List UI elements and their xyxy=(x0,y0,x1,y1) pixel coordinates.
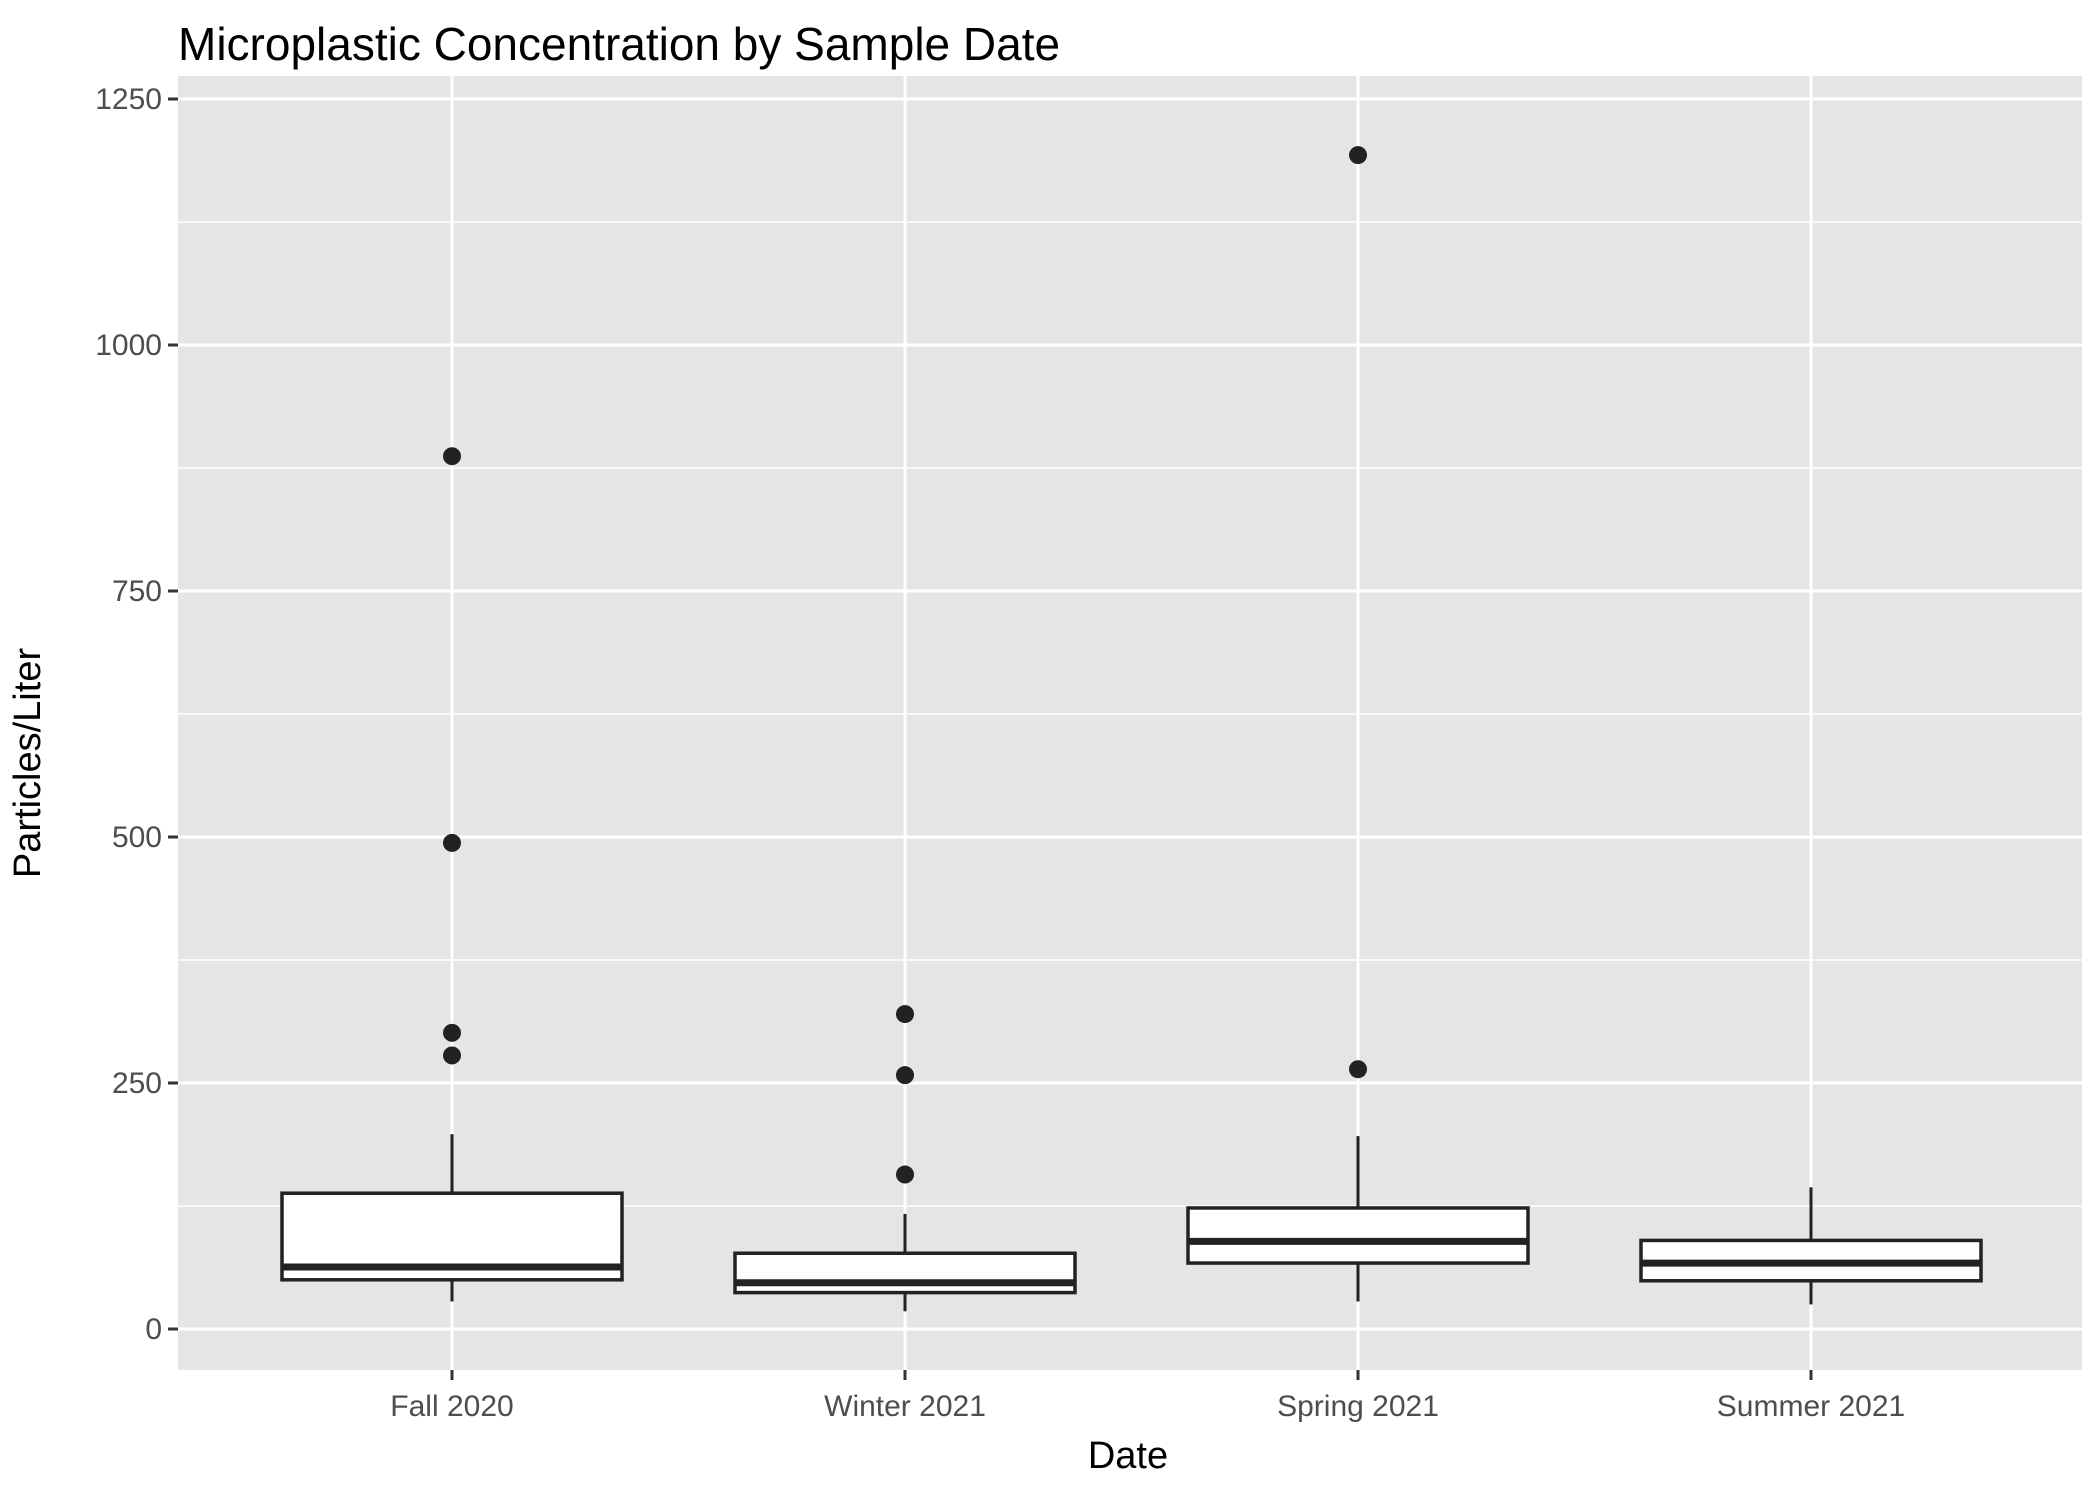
outlier-point xyxy=(1349,1060,1367,1079)
outlier-point xyxy=(443,833,461,852)
plot-panel xyxy=(178,76,2082,1370)
iqr-box xyxy=(733,1251,1077,1295)
minor-gridlines xyxy=(178,221,2082,1207)
x-tick-label: Winter 2021 xyxy=(824,1390,986,1423)
y-tick-label: 1250 xyxy=(95,83,162,116)
y-tick-label: 0 xyxy=(145,1313,162,1346)
x-axis: Fall 2020 Winter 2021 Spring 2021 Summer 20… xyxy=(390,1370,1905,1423)
box-fall-2020 xyxy=(280,447,624,1302)
x-tick-label: Summer 2021 xyxy=(1717,1390,1905,1423)
y-axis-title: Particles/Liter xyxy=(7,648,49,879)
x-tick-label: Fall 2020 xyxy=(390,1390,513,1423)
box-winter-2021 xyxy=(733,1005,1077,1312)
box-spring-2021 xyxy=(1186,146,1530,1302)
outlier-point xyxy=(1349,146,1367,165)
y-tick-label: 500 xyxy=(112,821,162,854)
outlier-point xyxy=(896,1005,914,1024)
x-axis-title: Date xyxy=(1088,1435,1168,1477)
y-axis: 0 250 500 750 1000 1250 xyxy=(95,83,178,1346)
y-tick-label: 1000 xyxy=(95,329,162,362)
box-summer-2021 xyxy=(1639,1187,1983,1305)
outlier-point xyxy=(896,1165,914,1184)
outlier-point xyxy=(443,447,461,466)
y-tick-label: 250 xyxy=(112,1067,162,1100)
iqr-box xyxy=(1186,1206,1530,1265)
outlier-point xyxy=(896,1066,914,1085)
box-group xyxy=(280,146,1983,1312)
x-tick-label: Spring 2021 xyxy=(1277,1390,1439,1423)
outlier-point xyxy=(443,1023,461,1042)
y-tick-label: 750 xyxy=(112,575,162,608)
chart-title: Microplastic Concentration by Sample Dat… xyxy=(178,18,1060,70)
outlier-point xyxy=(443,1046,461,1065)
